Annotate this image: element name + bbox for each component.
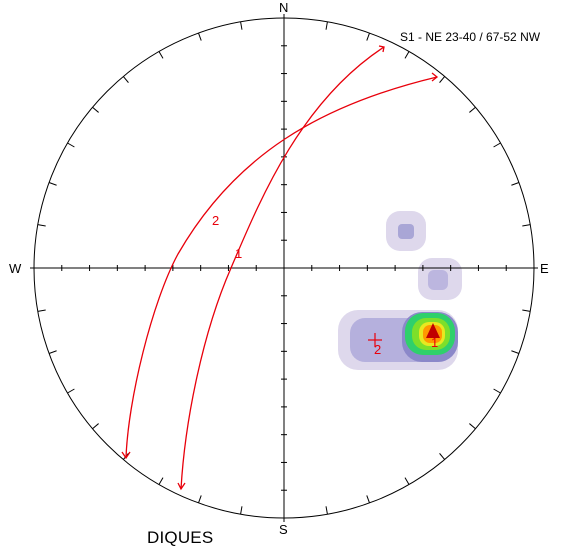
- east-label: E: [540, 261, 549, 276]
- pole-marker-2-label: 2: [374, 342, 381, 357]
- primitive-tick: [469, 423, 476, 430]
- primitive-tick: [522, 224, 531, 227]
- plane-1-label: 1: [235, 246, 242, 261]
- primitive-tick: [493, 388, 501, 394]
- west-label: W: [9, 261, 22, 276]
- primitive-tick: [48, 182, 57, 186]
- primitive-tick: [67, 142, 75, 148]
- primitive-tick: [366, 32, 370, 41]
- contour-blob-middle-core: [428, 270, 448, 290]
- primitive-tick: [366, 495, 370, 504]
- max-pole-icon: [426, 323, 440, 338]
- primitive-tick: [404, 51, 410, 59]
- primitive-tick: [522, 309, 531, 312]
- plane-2-arc: [125, 76, 438, 459]
- plane-2-label: 2: [212, 213, 219, 228]
- primitive-ticks: [37, 21, 531, 515]
- primitive-tick: [325, 21, 328, 30]
- primitive-tick: [439, 76, 446, 83]
- primitive-tick: [198, 495, 202, 504]
- plane-1-arc: [180, 46, 385, 490]
- great-circles: [121, 45, 439, 491]
- primitive-tick: [198, 32, 202, 41]
- plane-2-arrow-top: [431, 72, 439, 82]
- plane-1-arrow-top: [378, 45, 385, 53]
- primitive-tick: [511, 182, 520, 186]
- primitive-tick: [92, 106, 99, 113]
- axis-ticks: [61, 45, 507, 491]
- primitive-tick: [493, 142, 501, 148]
- primitive-tick: [92, 423, 99, 430]
- primitive-tick: [240, 21, 243, 30]
- plane-2-arrow-bottom: [121, 451, 131, 460]
- primitive-tick: [511, 350, 520, 354]
- primitive-tick: [439, 453, 446, 460]
- primitive-tick: [37, 224, 46, 227]
- primitive-tick: [37, 309, 46, 312]
- primitive-tick: [158, 51, 164, 59]
- pole-marker-2: [368, 333, 382, 347]
- stereonet-title: S1 - NE 23-40 / 67-52 NW: [400, 30, 541, 44]
- primitive-tick: [158, 477, 164, 485]
- north-label: N: [279, 0, 288, 15]
- diagram-caption: DIQUES: [147, 528, 214, 547]
- primitive-tick: [240, 506, 243, 515]
- plane-1-arrow-bottom: [177, 482, 186, 491]
- contour-blob-upper-core: [398, 224, 414, 239]
- primitive-tick: [469, 106, 476, 113]
- primitive-tick: [325, 506, 328, 515]
- primitive-tick: [67, 388, 75, 394]
- primitive-tick: [404, 477, 410, 485]
- south-label: S: [279, 522, 288, 537]
- primitive-tick: [122, 76, 129, 83]
- primitive-tick: [48, 350, 57, 354]
- density-contours: [338, 211, 462, 370]
- pole-marker-1-label: 1: [431, 335, 438, 350]
